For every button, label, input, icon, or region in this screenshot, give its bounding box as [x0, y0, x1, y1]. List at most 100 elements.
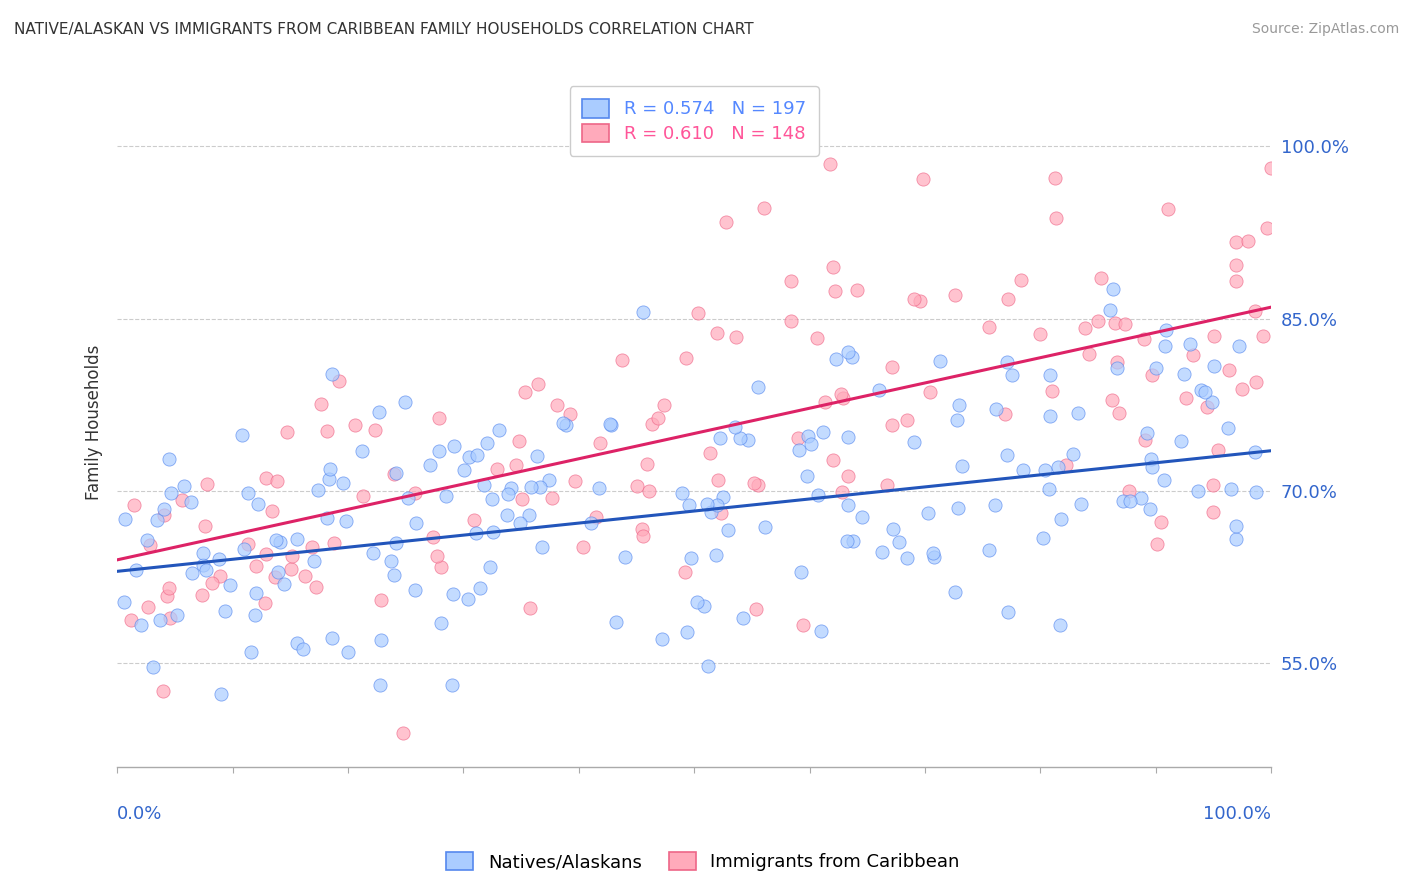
Point	[499, 482, 522, 496]
Point	[711, 490, 734, 504]
Point	[245, 607, 267, 622]
Point	[1230, 382, 1253, 396]
Point	[553, 417, 575, 431]
Point	[485, 461, 508, 475]
Point	[704, 548, 727, 562]
Point	[1114, 318, 1136, 332]
Point	[434, 489, 457, 503]
Point	[810, 624, 832, 639]
Point	[488, 423, 510, 437]
Point	[724, 420, 747, 434]
Point	[260, 504, 283, 518]
Point	[180, 495, 202, 509]
Point	[652, 398, 675, 412]
Point	[1105, 360, 1128, 375]
Point	[1001, 368, 1024, 382]
Point	[626, 478, 648, 492]
Point	[498, 486, 520, 500]
Point	[797, 429, 820, 443]
Point	[1139, 501, 1161, 516]
Point	[519, 601, 541, 615]
Point	[820, 157, 842, 171]
Point	[1154, 339, 1177, 353]
Point	[1256, 220, 1278, 235]
Point	[465, 448, 488, 462]
Point	[977, 320, 1000, 334]
Point	[943, 584, 966, 599]
Point	[481, 524, 503, 539]
Point	[903, 435, 925, 450]
Point	[245, 559, 267, 574]
Point	[676, 625, 699, 640]
Point	[1206, 443, 1229, 458]
Point	[468, 581, 491, 595]
Point	[671, 485, 693, 500]
Point	[821, 452, 844, 467]
Point	[943, 288, 966, 302]
Point	[1157, 202, 1180, 217]
Point	[706, 498, 728, 512]
Point	[887, 534, 910, 549]
Point	[419, 458, 441, 472]
Point	[263, 569, 285, 583]
Point	[529, 480, 551, 494]
Point	[747, 478, 769, 492]
Point	[517, 508, 540, 523]
Point	[1244, 304, 1267, 318]
Point	[984, 498, 1007, 512]
Point	[139, 538, 162, 552]
Point	[195, 476, 218, 491]
Point	[404, 486, 426, 500]
Point	[585, 510, 607, 524]
Point	[1260, 161, 1282, 175]
Point	[394, 394, 416, 409]
Point	[1129, 491, 1152, 505]
Point	[209, 687, 232, 701]
Point	[733, 611, 755, 625]
Point	[264, 533, 287, 547]
Point	[153, 508, 176, 522]
Text: Source: ZipAtlas.com: Source: ZipAtlas.com	[1251, 22, 1399, 37]
Point	[321, 631, 343, 645]
Point	[882, 359, 904, 374]
Point	[152, 683, 174, 698]
Point	[481, 492, 503, 507]
Point	[1156, 323, 1178, 337]
Point	[1153, 473, 1175, 487]
Point	[396, 491, 419, 505]
Point	[599, 418, 621, 433]
Point	[605, 615, 627, 629]
Point	[1194, 384, 1216, 399]
Point	[1225, 519, 1247, 533]
Point	[200, 576, 222, 591]
Point	[1202, 477, 1225, 491]
Point	[520, 480, 543, 494]
Point	[929, 354, 952, 368]
Point	[305, 580, 328, 594]
Point	[675, 351, 697, 366]
Point	[267, 566, 290, 580]
Point	[538, 473, 561, 487]
Point	[571, 540, 593, 554]
Point	[1049, 618, 1071, 632]
Point	[950, 459, 973, 474]
Point	[630, 522, 652, 536]
Point	[364, 423, 387, 437]
Point	[238, 537, 260, 551]
Point	[352, 489, 374, 503]
Point	[368, 678, 391, 692]
Point	[457, 592, 479, 607]
Point	[814, 395, 837, 409]
Point	[706, 473, 728, 487]
Point	[479, 560, 502, 574]
Point	[294, 569, 316, 583]
Point	[1178, 337, 1201, 351]
Point	[546, 398, 568, 412]
Point	[686, 595, 709, 609]
Point	[599, 417, 621, 432]
Point	[510, 491, 533, 506]
Point	[159, 611, 181, 625]
Point	[647, 410, 669, 425]
Point	[1246, 375, 1268, 389]
Point	[172, 493, 194, 508]
